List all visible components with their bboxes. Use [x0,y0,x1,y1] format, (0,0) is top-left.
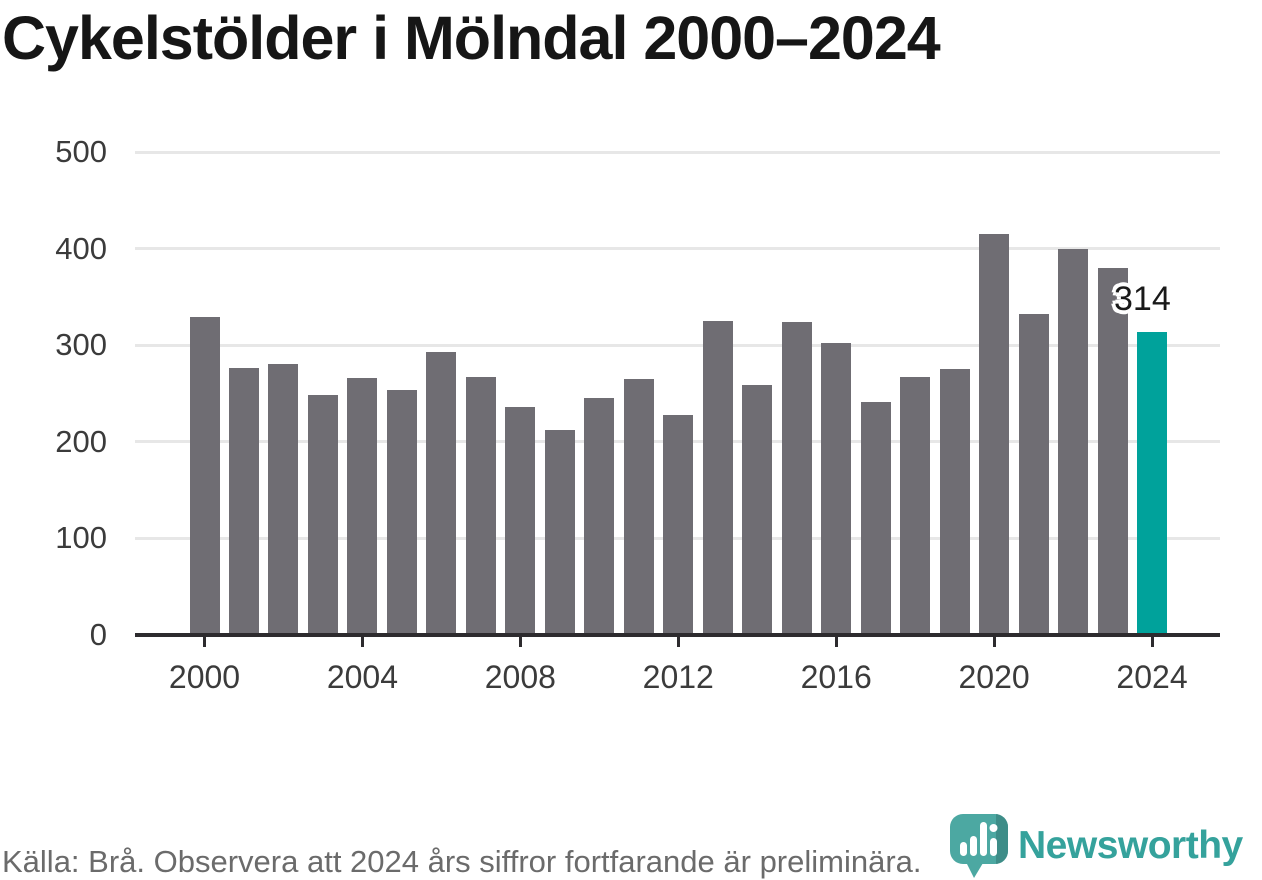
bar-2015 [781,322,812,635]
bar-2020 [979,234,1010,635]
chart-title: Cykelstölder i Mölndal 2000–2024 [2,4,941,72]
bar-2002 [268,363,299,635]
x-axis-label-2012: 2012 [642,659,714,695]
x-tick-2000 [203,637,206,647]
gridline-y-400 [135,247,1220,251]
bar-2007 [465,377,496,635]
bar-2008 [505,407,536,635]
newsworthy-wordmark: Newsworthy [1018,824,1243,867]
gridline-y-500 [135,150,1220,154]
x-tick-2024 [1150,637,1154,647]
x-axis-label-2008: 2008 [484,659,556,695]
value-label-2024: 314 [1114,279,1171,318]
x-axis-label-2000: 2000 [168,659,241,695]
x-axis-label-2024: 2024 [1116,659,1188,695]
bar-2016 [821,343,852,635]
bar-2022 [1058,248,1089,635]
bar-2019 [939,369,970,635]
gridline-y-300 [135,343,1220,347]
y-axis-label-500: 500 [55,134,107,169]
bar-2023 [1097,267,1128,635]
bar-2001 [228,368,259,635]
y-axis-label-200: 200 [55,423,107,459]
y-axis-label-400: 400 [55,230,107,266]
x-tick-2012 [676,637,680,647]
x-tick-2016 [834,637,838,647]
x-axis-label-2004: 2004 [326,659,398,695]
bar-2011 [623,379,654,635]
y-axis-label-100: 100 [55,520,107,556]
bar-2000 [189,317,220,635]
bar-2013 [702,321,733,635]
bar-2009 [544,430,575,635]
bar-2003 [307,395,338,635]
newsworthy-pin-icon [950,814,1008,878]
bar-2006 [426,351,457,635]
bar-2005 [386,389,417,635]
bar-2010 [584,398,615,635]
bar-2024 [1137,331,1168,635]
x-axis-line [135,633,1220,637]
x-axis-label-2020: 2020 [958,659,1030,695]
y-axis-label-300: 300 [55,327,107,363]
bar-2012 [663,414,694,635]
bar-2014 [742,384,773,635]
x-tick-2008 [518,637,522,647]
bar-2018 [900,377,931,635]
x-tick-2004 [360,637,364,647]
bar-2021 [1018,314,1049,635]
x-tick-2020 [992,637,996,647]
source-note: Källa: Brå. Observera att 2024 års siffr… [2,844,922,879]
bar-2017 [860,402,891,635]
y-axis-label-0: 0 [89,617,107,652]
bar-2004 [347,378,378,635]
x-axis-label-2016: 2016 [800,659,872,695]
